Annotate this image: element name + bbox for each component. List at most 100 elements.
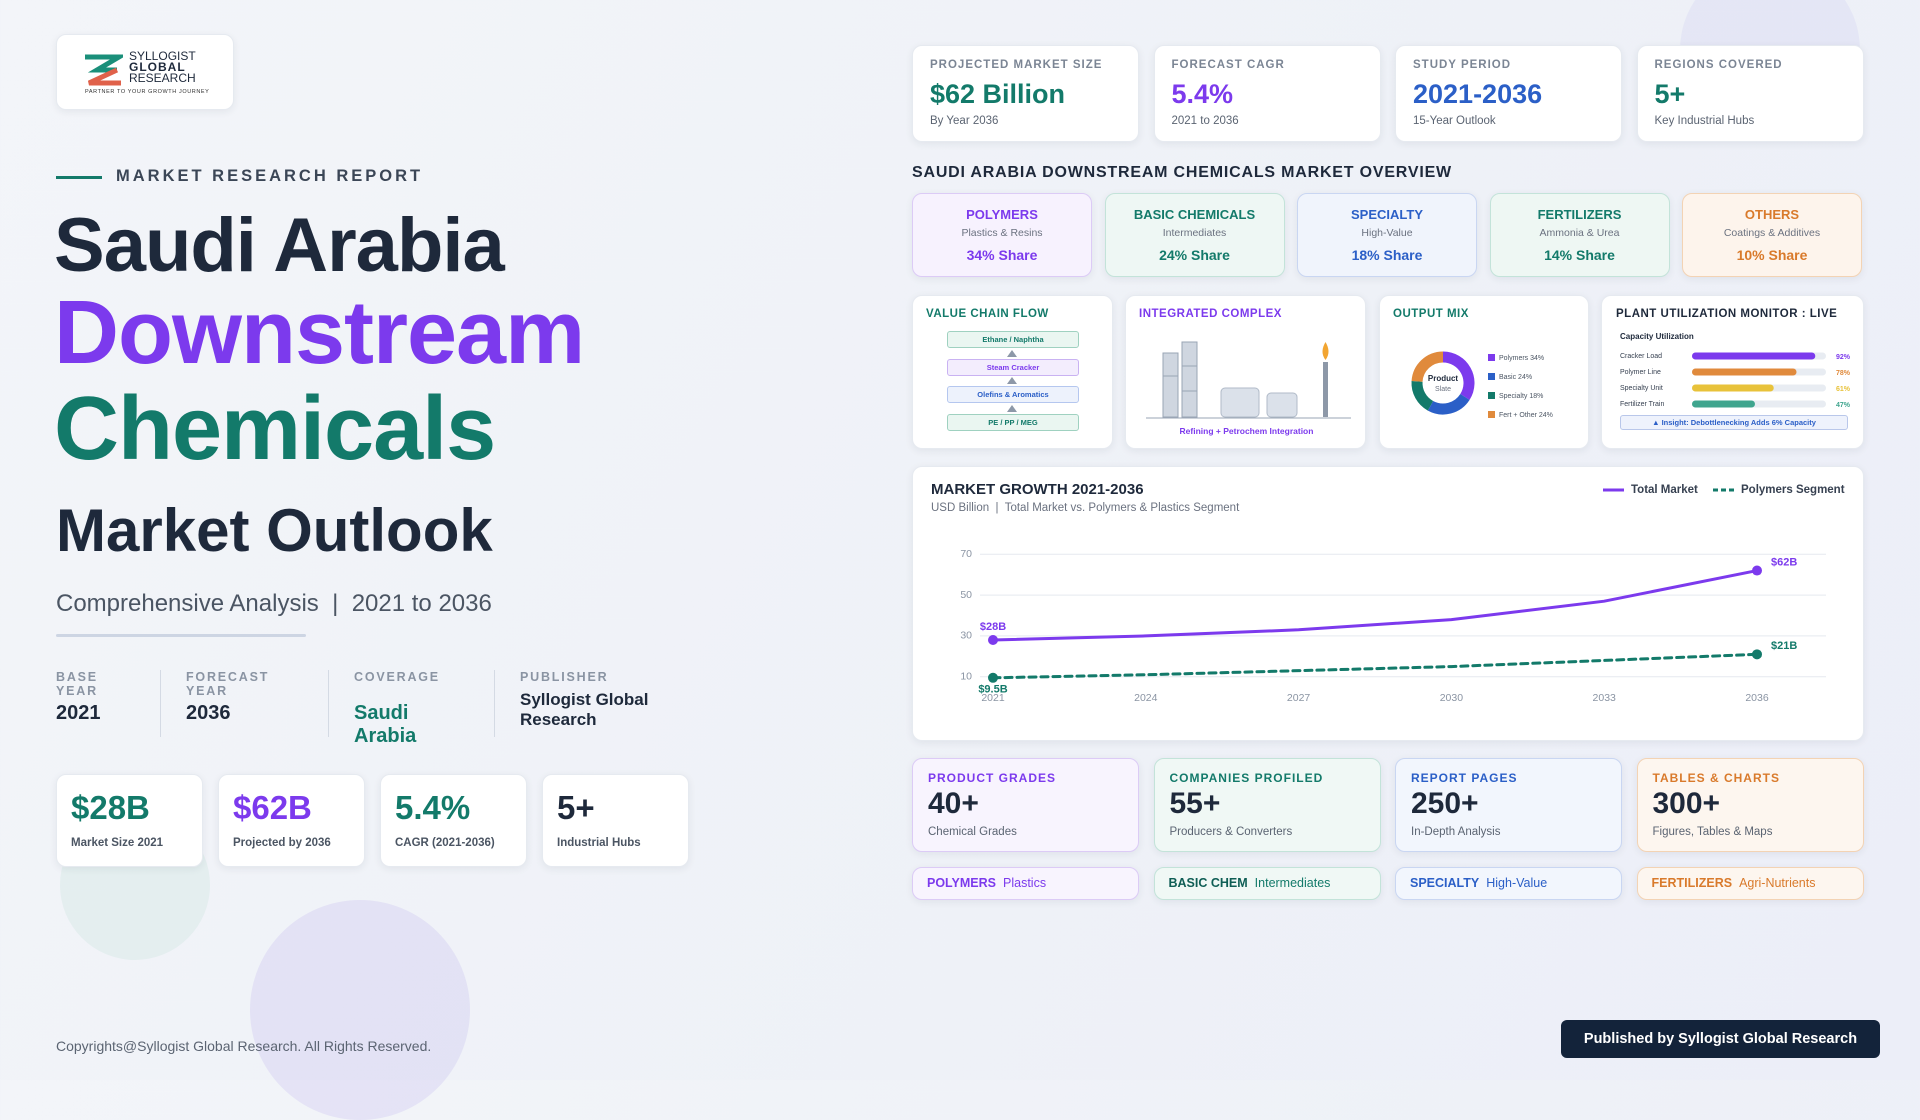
meta-divider [160,670,161,737]
point [988,635,998,646]
stat-label: PRODUCT GRADES [928,771,1057,785]
chain-arrow [1007,377,1017,384]
legend-label: Polymers Segment [1741,484,1845,496]
row-label: Polymer Line [1620,369,1661,376]
tag-name: FERTILIZERS [1651,876,1733,890]
segment-share: 34% Share [966,247,1038,263]
stat-label: Projected by 2036 [233,837,331,849]
donut-center: Product [1428,374,1459,383]
stat-card: REPORT PAGES 250+ In-Depth Analysis [1395,758,1622,852]
kpi-value: 5+ [1654,79,1686,109]
title-line: Downstream [54,283,585,383]
tag-desc: Intermediates [1254,876,1331,890]
stat-label: REPORT PAGES [1411,771,1518,785]
panel-subtitle: Capacity Utilization [1620,332,1694,341]
value-chain-panel: VALUE CHAIN FLOW Ethane / Naphtha Steam C… [912,295,1113,449]
stat-value: 5+ [557,789,595,826]
line-chart: MARKET GROWTH 2021-2036 USD Billion | To… [931,481,1845,704]
meta-label: PUBLISHER [520,670,609,684]
series-line [991,652,1759,680]
stat-value: 5.4% [395,789,471,826]
kpi-note: By Year 2036 [930,115,999,127]
stat-value: $28B [71,789,150,826]
x-tick-label: 2033 [1593,692,1617,704]
x-tick-label: 2027 [1287,692,1311,704]
value-label: $62B [1771,556,1797,568]
stat-value: 55+ [1169,787,1221,820]
tag-desc: Plastics [1003,876,1047,890]
segment-share: 18% Share [1351,247,1423,263]
segment-name: BASIC CHEMICALS [1133,207,1256,222]
stat-value: 250+ [1411,787,1479,820]
series-line [991,569,1759,642]
meta-divider [494,670,495,737]
panel-title: PLANT UTILIZATION MONITOR : LIVE [1616,308,1838,320]
value-label: $21B [1771,640,1797,652]
donut-segment [1411,381,1434,411]
panel-title: INTEGRATED COMPLEX [1139,308,1282,320]
hero-stat: 5+ Industrial Hubs [542,774,689,867]
segment-desc: Intermediates [1162,227,1227,239]
utilization-panel: PLANT UTILIZATION MONITOR : LIVE Capacit… [1601,295,1864,449]
legend-label: Fert + Other 24% [1499,412,1553,419]
complex-illustration [1146,341,1351,419]
meta-value: Saudi Arabia [354,702,417,747]
x-tick-label: 2030 [1440,692,1464,704]
segment-share: 14% Share [1544,247,1615,263]
tag: BASIC CHEM Intermediates [1153,867,1381,900]
logo-line: SYLLOGIST [129,49,196,63]
kpi-card: PROJECTED MARKET SIZE $62 Billion By Year … [912,45,1139,142]
stat-value: 40+ [928,787,979,820]
donut-chart: Product Slate Polymers 34% Basic 24% Speci… [1411,351,1553,419]
eyebrow: MARKET RESEARCH REPORT [116,167,424,185]
y-tick-label: 50 [960,589,972,601]
row-label: Cracker Load [1620,353,1662,360]
section-title: SAUDI ARABIA DOWNSTREAM CHEMICALS MARKET… [912,164,1452,181]
legend-swatch [1488,373,1495,380]
panel-title: VALUE CHAIN FLOW [926,308,1049,320]
x-tick-label: 2036 [1745,692,1769,704]
growth-card: MARKET GROWTH 2021-2036 USD Billion | To… [912,466,1864,741]
utilization-bars: Cracker Load 92% Polymer Line 78% Specialty … [1620,352,1851,409]
segment-share: 24% Share [1159,247,1230,263]
segment-name: SPECIALTY [1351,207,1423,222]
chain-step: Olefins & Aromatics [947,386,1079,403]
stat-note: Chemical Grades [928,826,1017,838]
segment-name: OTHERS [1744,207,1800,222]
donut-segment [1442,351,1475,400]
stat-label: COMPANIES PROFILED [1169,771,1324,785]
meta-label: BASE YEAR [56,670,98,698]
logo-line: RESEARCH [129,71,196,85]
stat-note: In-Depth Analysis [1411,826,1501,838]
chain-arrow [1007,349,1017,357]
value-label: $9.5B [978,684,1007,696]
stat-note: Figures, Tables & Maps [1652,826,1773,838]
stat-value: 300+ [1652,787,1721,820]
y-tick-label: 70 [960,548,972,560]
bar-label: 78% [1836,370,1851,377]
tag-name: BASIC CHEM [1168,876,1248,890]
chart-subtitle: USD Billion | Total Market vs. Polymers … [931,502,1240,514]
stat-card: COMPANIES PROFILED 55+ Producers & Convert… [1153,758,1381,852]
complex-panel: INTEGRATED COMPLEX Refining + Petrochem … [1125,295,1366,449]
segment-name: FERTILIZERS [1537,207,1622,222]
point [988,672,998,683]
publisher-badge: Published by Syllogist Global Research [1561,1020,1880,1058]
tag-name: POLYMERS [927,876,997,890]
segment-card: FERTILIZERS Ammonia & Urea 14% Share [1489,193,1670,277]
eyebrow-line [56,176,102,179]
kpi-card: STUDY PERIOD 2021-2036 15-Year Outlook [1395,45,1622,142]
output-mix-panel: OUTPUT MIX Product Slate Polymers 34% Bas… [1379,295,1589,449]
legend-label: Total Market [1631,484,1698,496]
legend-label: Polymers 34% [1499,355,1544,362]
point [1752,565,1762,576]
chain-step: Ethane / Naphtha [947,331,1079,348]
hero-stat: $62B Projected by 2036 [218,774,365,867]
chain-step: Steam Cracker [947,358,1079,376]
bar [1692,352,1816,360]
bar [1692,400,1755,408]
kpi-value: 5.4% [1171,79,1234,109]
meta-value: 2021 [56,702,101,724]
stat-card: TABLES & CHARTS 300+ Figures, Tables & Map… [1636,758,1864,852]
segment-card: SPECIALTY High-Value 18% Share [1297,193,1477,277]
